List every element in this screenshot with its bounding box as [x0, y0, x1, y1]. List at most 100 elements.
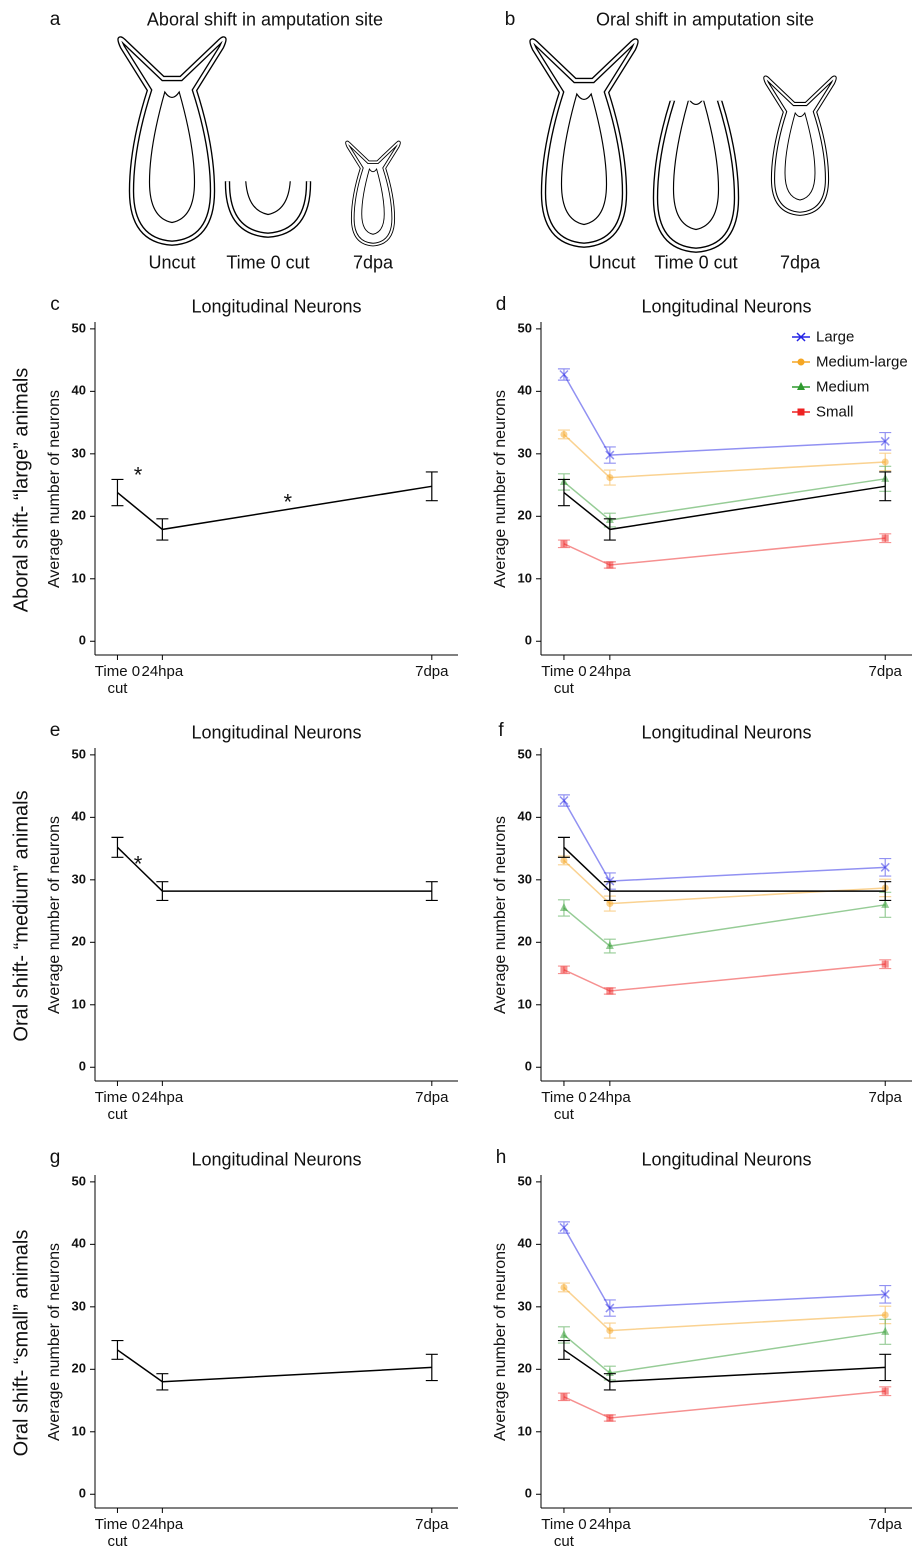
y-tick-label: 40 — [517, 1235, 532, 1251]
marker — [560, 856, 568, 864]
y-tick-label: 0 — [524, 1485, 532, 1501]
diagram-label: Uncut — [588, 252, 636, 273]
marker — [880, 1289, 890, 1299]
marker — [560, 430, 568, 438]
x-tick-label: 24hpa — [588, 663, 631, 680]
y-tick-label: 0 — [78, 1485, 86, 1501]
marker — [560, 966, 568, 974]
error-bar — [603, 1373, 616, 1391]
series-line — [563, 537, 886, 566]
y-tick-label: 10 — [517, 996, 532, 1012]
error-bar — [156, 881, 169, 902]
marker — [605, 941, 614, 950]
x-tick-label: Time 0 cut — [541, 1089, 587, 1124]
x-tick-label: Time 0 cut — [94, 1089, 141, 1124]
annotation: * — [133, 462, 143, 488]
row-label: Aboral shift- “large” animals — [10, 367, 33, 613]
y-axis-label: Average number of neurons — [45, 389, 63, 588]
marker — [881, 1311, 889, 1319]
diagram-label: 7dpa — [352, 252, 394, 273]
marker — [880, 436, 890, 446]
x-tick-label: 24hpa — [141, 1516, 184, 1533]
series-line — [563, 433, 886, 479]
y-tick-label: 20 — [517, 933, 532, 949]
marker — [880, 862, 890, 872]
x-tick-label: 7dpa — [868, 1089, 902, 1106]
x-tick-label: Time 0 cut — [541, 663, 587, 698]
error-bar — [879, 881, 892, 902]
x-tick-label: 7dpa — [868, 1516, 902, 1533]
marker — [606, 987, 614, 995]
marker — [606, 1414, 614, 1422]
error-bar — [111, 836, 124, 858]
error-bar — [557, 478, 570, 507]
marker — [605, 450, 615, 460]
x-tick-label: 7dpa — [415, 1516, 449, 1533]
y-tick-label: 50 — [71, 1173, 86, 1189]
row-label: Oral shift- “medium” animals — [10, 790, 33, 1042]
y-tick-label: 20 — [71, 507, 86, 523]
marker — [606, 561, 614, 569]
legend-label: Medium — [816, 378, 870, 396]
x-tick-label: 24hpa — [141, 663, 184, 680]
x-tick-label: 24hpa — [588, 1516, 631, 1533]
polyp-7dpa-a — [345, 140, 401, 247]
diagram-label: Time 0 cut — [654, 252, 738, 273]
panel-letter: a — [49, 9, 61, 31]
polyp-cut-a — [216, 181, 320, 235]
marker — [881, 899, 890, 908]
x-tick-label: 7dpa — [415, 1089, 449, 1106]
series-line — [563, 800, 886, 882]
series-line — [563, 963, 886, 992]
y-tick-label: 0 — [524, 1058, 532, 1074]
marker — [605, 876, 615, 886]
y-tick-label: 10 — [517, 570, 532, 586]
x-tick-label: Time 0 cut — [94, 1516, 141, 1551]
marker — [881, 1326, 890, 1335]
polyp-7dpa-b — [765, 78, 834, 214]
y-tick-label: 30 — [517, 1298, 532, 1314]
panel-letter: b — [504, 9, 516, 31]
chart-title: Longitudinal Neurons — [191, 1149, 362, 1170]
legend-label: Small — [816, 403, 854, 421]
y-tick-label: 30 — [71, 1298, 86, 1314]
marker — [881, 458, 889, 466]
y-tick-label: 20 — [71, 1360, 86, 1376]
series-line — [563, 1286, 886, 1332]
marker — [606, 1327, 614, 1335]
y-tick-label: 50 — [517, 746, 532, 762]
panel-title: Aboral shift in amputation site — [146, 9, 384, 30]
legend-marker — [797, 408, 805, 416]
series-line — [116, 485, 432, 531]
marker — [881, 960, 889, 968]
x-tick-label: Time 0 cut — [541, 1516, 587, 1551]
series-line — [563, 1227, 886, 1309]
chart-title: Longitudinal Neurons — [641, 296, 812, 317]
error-bar — [603, 881, 616, 902]
error-bar — [603, 518, 616, 541]
marker — [560, 1283, 568, 1291]
chart-title: Longitudinal Neurons — [191, 722, 362, 743]
y-tick-label: 0 — [78, 1058, 86, 1074]
panel-title: Oral shift in amputation site — [595, 9, 815, 30]
polyp-uncut-a — [120, 39, 224, 243]
error-bar — [111, 1339, 124, 1360]
y-tick-label: 50 — [517, 1173, 532, 1189]
y-tick-label: 40 — [71, 1235, 86, 1251]
panel-letter: g — [49, 1147, 61, 1169]
diagram-label: 7dpa — [779, 252, 821, 273]
row-label: Oral shift- “small” animals — [10, 1229, 33, 1457]
marker — [560, 540, 568, 548]
y-tick-label: 10 — [71, 1423, 86, 1439]
error-bar — [879, 471, 892, 502]
polyp-cut-b — [644, 100, 748, 250]
marker — [606, 900, 614, 908]
error-bar — [425, 471, 438, 502]
series-line — [563, 1390, 886, 1419]
y-tick-label: 30 — [71, 871, 86, 887]
error-bar — [879, 1353, 892, 1382]
y-tick-label: 40 — [71, 808, 86, 824]
y-tick-label: 20 — [517, 1360, 532, 1376]
marker — [559, 369, 569, 380]
